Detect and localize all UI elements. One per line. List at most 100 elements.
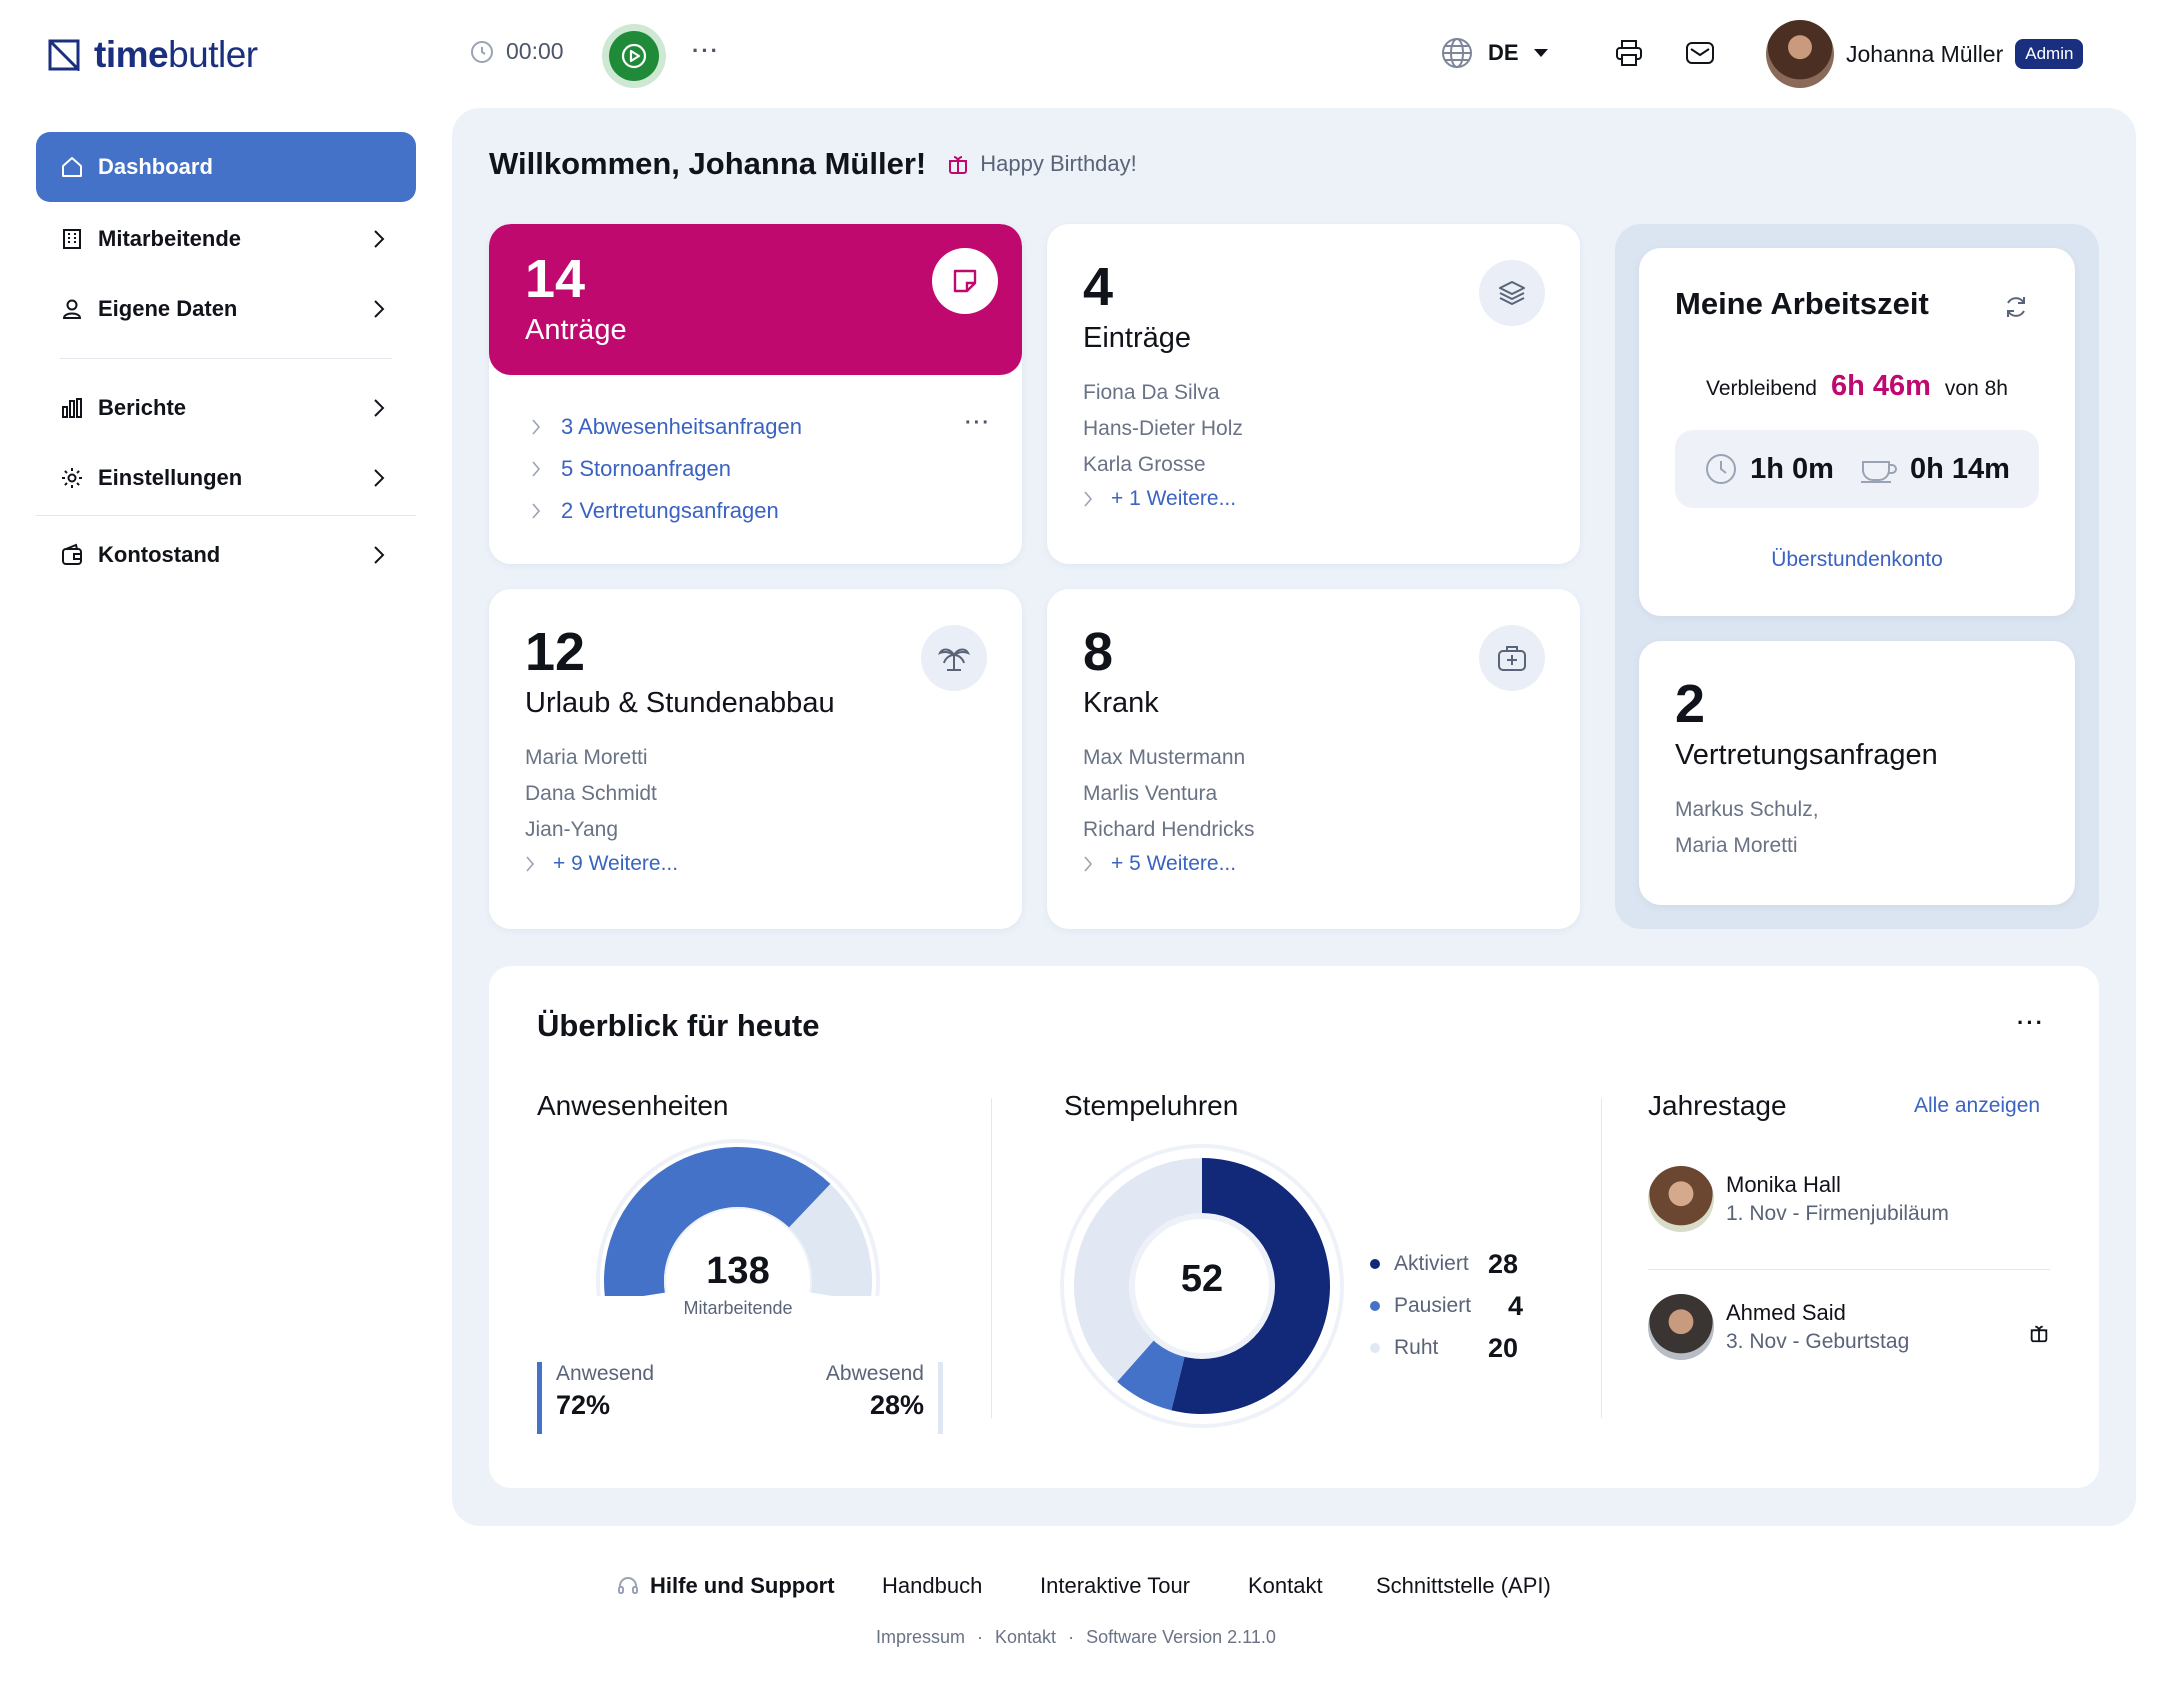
divider (991, 1098, 992, 1418)
footer-meta: Impressum · Kontakt · Software Version 2… (876, 1627, 1276, 1648)
krank-more-link[interactable]: + 5 Weitere... (1083, 852, 1544, 876)
urlaub-more-link[interactable]: + 9 Weitere... (525, 852, 986, 876)
antraege-more-button[interactable]: ··· (965, 412, 991, 434)
break-time: 0h 14m (1909, 452, 2010, 485)
antraege-icon-button[interactable] (932, 248, 998, 314)
list-item[interactable]: Marlis Ventura (1083, 782, 1218, 805)
handbuch-link[interactable]: Handbuch (882, 1573, 983, 1598)
logo[interactable]: timebutler (48, 34, 258, 76)
building-icon (63, 229, 81, 249)
list-item[interactable]: Hans-Dieter Holz (1083, 417, 1243, 440)
urlaub-names: Maria Moretti Dana Schmidt Jian-Yang (525, 740, 986, 848)
legend-dot (1370, 1343, 1380, 1353)
kontakt-link[interactable]: Kontakt (995, 1627, 1057, 1647)
list-item[interactable]: Maria Moretti (1675, 834, 1798, 857)
print-icon[interactable] (1614, 38, 1644, 68)
user-menu[interactable]: Johanna Müller Admin (1766, 20, 2084, 88)
more-menu-button[interactable]: ··· (692, 38, 720, 63)
list-item[interactable]: Maria Moretti (525, 746, 648, 769)
legend-label: Aktiviert (1394, 1252, 1469, 1275)
kontakt-link[interactable]: Kontakt (1248, 1573, 1323, 1598)
legend-value: 4 (1508, 1290, 1524, 1321)
start-timer-button[interactable] (602, 24, 666, 88)
chevron-right-icon (1084, 856, 1093, 872)
eintraege-card[interactable]: 4 Einträge Fiona Da Silva Hans-Dieter Ho… (1047, 224, 1580, 564)
legend-label: Pausiert (1394, 1294, 1472, 1317)
list-item[interactable]: Max Mustermann (1083, 746, 1246, 769)
first-aid-icon (1498, 646, 1526, 671)
antraege-link[interactable]: 5 Stornoanfragen (531, 448, 802, 490)
eintraege-count: 4 (1083, 257, 1114, 317)
urlaub-card[interactable]: 12 Urlaub & Stundenabbau Maria Moretti D… (489, 589, 1022, 929)
anniversary-detail: 3. Nov - Geburtstag (1726, 1330, 1910, 1353)
overview-panel: Überblick für heute ··· Anwesenheiten 13… (489, 966, 2099, 1488)
tour-link[interactable]: Interaktive Tour (1040, 1573, 1191, 1598)
legend-ruht: Ruht 20 (1370, 1333, 1518, 1363)
wallet-icon (62, 543, 82, 565)
donut-center (1129, 1213, 1275, 1359)
main-content: Willkommen, Johanna Müller! Happy Birthd… (452, 108, 2136, 1526)
alle-anzeigen-link[interactable]: Alle anzeigen (1914, 1094, 2041, 1117)
list-item[interactable]: Jian-Yang (525, 818, 619, 841)
overview-more-button[interactable]: ··· (2017, 1010, 2045, 1035)
ueberstundenkonto-link[interactable]: Überstundenkonto (1771, 548, 1943, 571)
sidebar-item-label: Eigene Daten (98, 296, 238, 321)
eintraege-more-link[interactable]: + 1 Weitere... (1083, 487, 1544, 511)
sidebar-item-kontostand[interactable]: Kontostand (36, 520, 416, 590)
clock-icon (1706, 454, 1737, 484)
antraege-card[interactable]: 14 Anträge ··· 3 Abwesenheitsanfragen 5 … (489, 224, 1022, 564)
user-icon (62, 299, 82, 319)
clock-total: 52 (1180, 1258, 1224, 1300)
present-label: Anwesend (556, 1362, 655, 1385)
krank-card[interactable]: 8 Krank Max Mustermann Marlis Ventura Ri… (1047, 589, 1580, 929)
list-item[interactable]: Monika Hall 1. Nov - Firmenjubiläum (1648, 1166, 2050, 1270)
list-item[interactable]: Richard Hendricks (1083, 818, 1255, 841)
impressum-link[interactable]: Impressum (876, 1627, 966, 1647)
work-time: 1h 0m (1750, 452, 1834, 485)
divider (1601, 1098, 1602, 1418)
sidebar: Dashboard Mitarbeitende Eigene Daten Ber… (36, 132, 416, 590)
layers-icon (1499, 281, 1525, 305)
antraege-link-label: 3 Abwesenheitsanfragen (561, 414, 802, 439)
krank-icon (1479, 625, 1545, 691)
antraege-link[interactable]: 3 Abwesenheitsanfragen (531, 406, 802, 448)
clock-icon (471, 40, 493, 63)
timer-value: 00:00 (506, 38, 564, 64)
sidebar-item-eigene-daten[interactable]: Eigene Daten (36, 274, 416, 344)
software-version: Software Version 2.11.0 (1086, 1627, 1276, 1647)
absent-label: Abwesend (825, 1362, 924, 1385)
welcome-header: Willkommen, Johanna Müller! Happy Birthd… (489, 146, 1137, 182)
antraege-links: 3 Abwesenheitsanfragen 5 Stornoanfragen … (531, 406, 802, 532)
mail-icon[interactable] (1684, 38, 1716, 68)
list-item[interactable]: Karla Grosse (1083, 453, 1206, 476)
chevron-right-icon (374, 546, 385, 564)
legend-label: Ruht (1394, 1336, 1439, 1359)
sidebar-item-label: Berichte (98, 395, 187, 420)
legend-value: 28 (1488, 1248, 1519, 1279)
list-item[interactable]: Markus Schulz, (1675, 798, 1819, 821)
list-item[interactable]: Dana Schmidt (525, 782, 657, 805)
sidebar-item-berichte[interactable]: Berichte (36, 373, 416, 443)
help-support-label: Hilfe und Support (650, 1573, 835, 1598)
language-selector[interactable]: DE (1440, 36, 1549, 70)
urlaub-more-label: + 9 Weitere... (553, 852, 679, 875)
urlaub-icon (921, 625, 987, 691)
present-stat: Anwesend 72% (537, 1362, 654, 1434)
list-item[interactable]: Fiona Da Silva (1083, 381, 1220, 404)
antraege-count: 14 (525, 249, 586, 309)
api-link[interactable]: Schnittstelle (API) (1376, 1573, 1551, 1598)
help-support-link[interactable]: Hilfe und Support (616, 1573, 835, 1599)
sidebar-item-label: Einstellungen (98, 465, 243, 490)
antraege-header: 14 Anträge (489, 224, 1022, 375)
birthday-text: Happy Birthday! (980, 151, 1137, 176)
page-title: Willkommen, Johanna Müller! (489, 146, 927, 181)
antraege-link[interactable]: 2 Vertretungsanfragen (531, 490, 802, 532)
refresh-icon[interactable] (2003, 294, 2029, 320)
sidebar-item-einstellungen[interactable]: Einstellungen (36, 443, 416, 513)
legend-dot (1370, 1301, 1380, 1311)
vertretung-card[interactable]: 2 Vertretungsanfragen Markus Schulz, Mar… (1639, 641, 2075, 905)
remaining-value: 6h 46m (1830, 370, 1931, 402)
list-item[interactable]: Ahmed Said 3. Nov - Geburtstag (1648, 1294, 2050, 1374)
sidebar-item-mitarbeitende[interactable]: Mitarbeitende (36, 204, 416, 274)
sidebar-item-dashboard[interactable]: Dashboard (36, 132, 416, 202)
